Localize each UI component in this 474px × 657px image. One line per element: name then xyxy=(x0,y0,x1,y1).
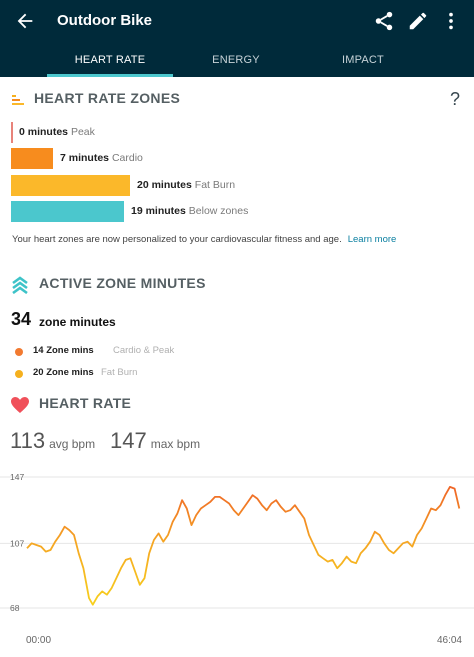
zone-name: Below zones xyxy=(188,205,249,217)
zone-minutes: 19 minutes xyxy=(131,205,186,217)
zone-bar-below-zones xyxy=(11,201,124,222)
cardio-peak-dot xyxy=(15,348,23,356)
zone-minutes: 20 minutes xyxy=(137,179,192,191)
zone-name: Cardio xyxy=(111,152,143,164)
section-title: HEART RATE xyxy=(39,395,132,411)
tab-energy[interactable]: ENERGY xyxy=(176,42,296,77)
heart-rate-line xyxy=(26,485,461,606)
active-zone-minutes-icon xyxy=(12,276,28,294)
zone-label: 20 minutes Fat Burn xyxy=(137,179,235,191)
zones-note: Your heart zones are now personalized to… xyxy=(12,234,396,245)
tab-heart-rate-label: HEART RATE xyxy=(74,54,146,66)
active-tab-indicator xyxy=(47,74,173,77)
max-bpm-unit: max bpm xyxy=(150,437,201,451)
zone-minutes-total: 34 xyxy=(11,309,32,329)
zone-label: 0 minutes Peak xyxy=(19,126,95,138)
zone-bar-cardio xyxy=(11,148,53,169)
azm-value: 20 Zone mins xyxy=(33,367,94,378)
zones-bars-icon xyxy=(12,95,24,105)
heart-rate-zones-header: HEART RATE ZONES xyxy=(0,87,474,113)
zone-minutes: 0 minutes xyxy=(19,126,69,138)
tab-impact-label: IMPACT xyxy=(342,54,384,66)
zones-note-text: Your heart zones are now personalized to… xyxy=(12,234,342,245)
zone-minutes-unit: zone minutes xyxy=(39,315,116,329)
x-tick-label: 46:04 xyxy=(437,635,462,646)
zone-name: Fat Burn xyxy=(194,179,236,191)
edit-pencil-icon[interactable] xyxy=(407,10,429,32)
avg-bpm-value: 113 xyxy=(10,428,46,453)
heart-rate-header: HEART RATE xyxy=(0,392,474,418)
zone-label: 19 minutes Below zones xyxy=(131,205,248,217)
azm-desc: Cardio & Peak xyxy=(113,345,175,356)
x-tick-label: 00:00 xyxy=(26,635,51,646)
azm-desc: Fat Burn xyxy=(101,367,138,378)
zone-bar-peak xyxy=(11,122,13,143)
avg-bpm-unit: avg bpm xyxy=(49,437,96,451)
tab-impact[interactable]: IMPACT xyxy=(302,42,424,77)
tab-energy-label: ENERGY xyxy=(212,54,260,66)
max-heart-rate: 147 max bpm xyxy=(110,428,200,454)
tab-heart-rate[interactable]: HEART RATE xyxy=(47,42,173,77)
zone-label: 7 minutes Cardio xyxy=(60,152,143,164)
zone-name: Peak xyxy=(70,126,95,138)
more-options-icon[interactable] xyxy=(440,10,462,32)
y-tick-label: 107 xyxy=(10,538,24,548)
avg-heart-rate: 113 avg bpm xyxy=(10,428,95,454)
fat-burn-dot xyxy=(15,370,23,378)
app-bar: Outdoor Bike xyxy=(0,0,474,42)
tab-bar: HEART RATE ENERGY IMPACT xyxy=(0,42,474,77)
section-title: ACTIVE ZONE MINUTES xyxy=(39,275,206,291)
help-icon[interactable]: ? xyxy=(450,89,461,109)
learn-more-link[interactable]: Learn more xyxy=(347,234,397,245)
azm-value: 14 Zone mins xyxy=(33,345,94,356)
y-tick-label: 68 xyxy=(10,603,20,613)
y-tick-label: 147 xyxy=(10,472,24,482)
page-title: Outdoor Bike xyxy=(57,12,153,29)
back-arrow-icon[interactable] xyxy=(14,10,36,32)
max-bpm-value: 147 xyxy=(110,428,147,453)
heart-rate-chart: 147 107 68 00:00 46:04 xyxy=(0,472,474,646)
heart-icon xyxy=(11,397,29,413)
active-zone-minutes-header: ACTIVE ZONE MINUTES xyxy=(0,272,474,298)
zone-minutes: 7 minutes xyxy=(60,152,110,164)
share-icon[interactable] xyxy=(373,10,395,32)
section-title: HEART RATE ZONES xyxy=(34,90,181,106)
zone-bar-fat-burn xyxy=(11,175,130,196)
